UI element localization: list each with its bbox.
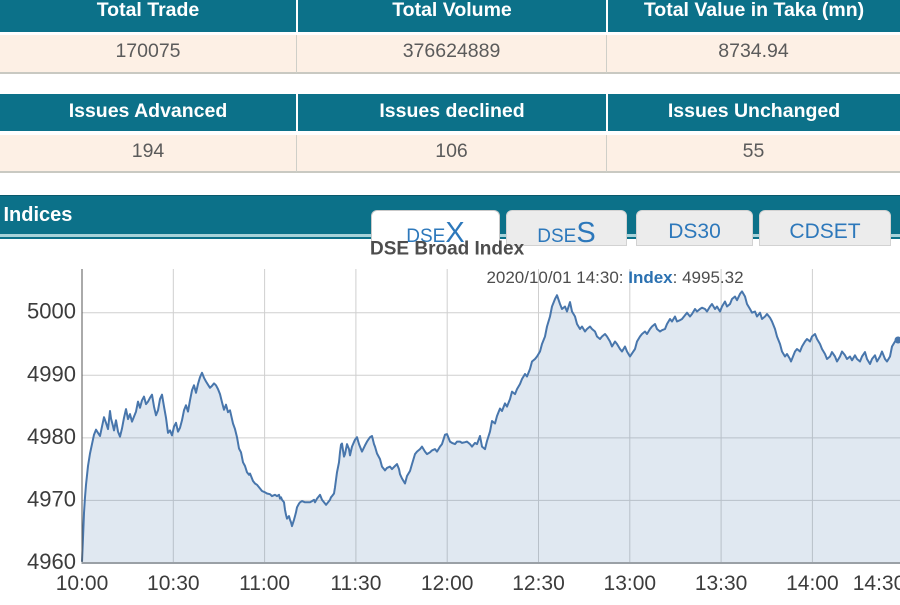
svg-text:5000: 5000: [27, 299, 76, 324]
svg-text:11:00: 11:00: [239, 572, 290, 595]
svg-text:2020/10/01 14:30: Index: 4995.: 2020/10/01 14:30: Index: 4995.32: [486, 268, 743, 287]
svg-text:4980: 4980: [27, 424, 76, 449]
svg-text:DSE Broad Index: DSE Broad Index: [370, 239, 525, 260]
svg-text:13:30: 13:30: [695, 572, 748, 595]
svg-text:4970: 4970: [27, 486, 76, 511]
svg-text:14:00: 14:00: [786, 572, 839, 595]
svg-text:4960: 4960: [27, 549, 76, 574]
svg-text:14:30: 14:30: [853, 572, 900, 595]
svg-text:10:00: 10:00: [56, 572, 109, 595]
svg-text:10:30: 10:30: [147, 572, 200, 595]
svg-text:4990: 4990: [27, 361, 76, 386]
svg-text:13:00: 13:00: [604, 572, 657, 595]
svg-text:12:30: 12:30: [512, 572, 565, 595]
svg-text:12:00: 12:00: [421, 572, 474, 595]
svg-text:11:30: 11:30: [330, 572, 381, 595]
